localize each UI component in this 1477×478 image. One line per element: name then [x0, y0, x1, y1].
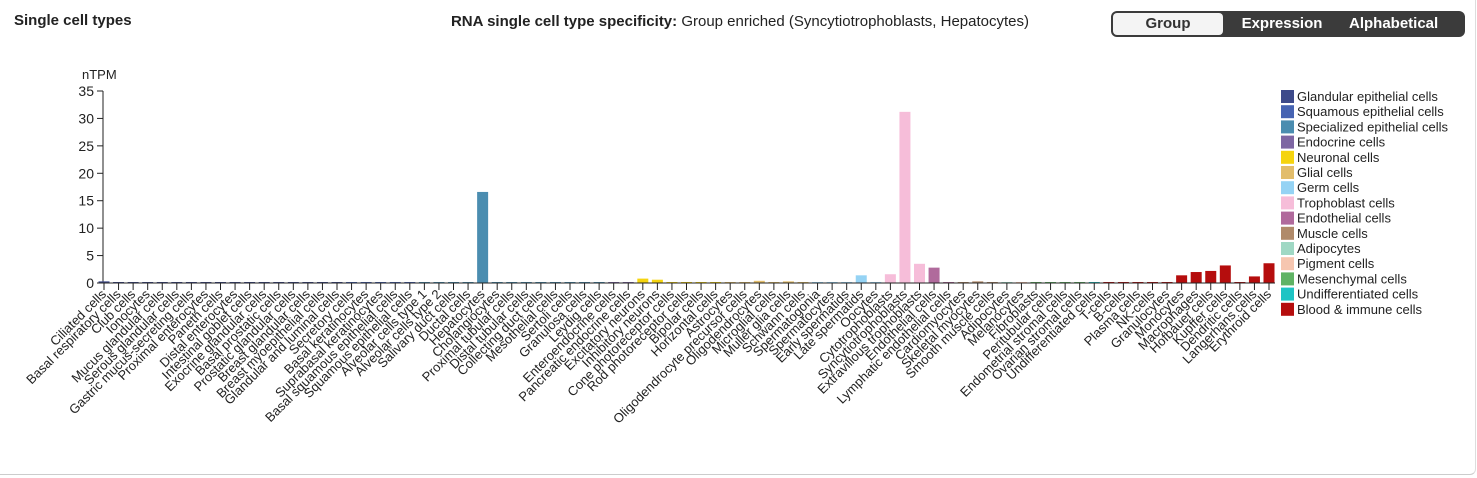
bar[interactable]	[782, 281, 794, 283]
toggle-expression-button[interactable]: Expression	[1241, 15, 1323, 32]
y-tick-label: 15	[78, 193, 94, 209]
bar[interactable]	[753, 280, 765, 283]
bar[interactable]	[855, 275, 867, 283]
y-tick-label: 30	[78, 110, 94, 126]
y-tick-label: 10	[78, 220, 94, 236]
legend-item[interactable]: Trophoblast cells	[1297, 195, 1395, 210]
bar[interactable]	[1219, 265, 1231, 283]
bar[interactable]	[1263, 263, 1275, 283]
bar[interactable]	[972, 281, 984, 283]
legend-item[interactable]: Glial cells	[1297, 165, 1353, 180]
bar[interactable]	[1176, 275, 1188, 283]
toggle-alphabetical-button[interactable]: Alphabetical	[1349, 15, 1439, 32]
panel-title: Single cell types	[14, 12, 132, 29]
bar[interactable]	[637, 278, 649, 283]
legend-item[interactable]: Glandular epithelial cells	[1297, 89, 1438, 104]
bar[interactable]	[651, 279, 663, 283]
sort-toggle: Group Expression Alphabetical	[1111, 11, 1465, 37]
y-tick-label: 5	[86, 248, 94, 264]
bar[interactable]	[928, 267, 940, 283]
legend-swatch	[1281, 226, 1294, 240]
legend-item[interactable]: Endocrine cells	[1297, 135, 1386, 150]
y-axis: nTPM 0 5 10 15 20 25 30 35	[78, 67, 116, 291]
bar[interactable]	[914, 263, 925, 283]
legend-item[interactable]: Endothelial cells	[1297, 211, 1391, 226]
bar[interactable]	[884, 274, 896, 283]
legend-item[interactable]: Specialized epithelial cells	[1297, 119, 1449, 134]
legend-swatch	[1281, 166, 1294, 179]
legend-swatch	[1281, 150, 1294, 164]
legend-swatch	[1281, 257, 1294, 271]
legend-swatch	[1281, 272, 1294, 286]
bar[interactable]	[98, 281, 110, 283]
legend-swatch	[1281, 105, 1294, 119]
bar[interactable]	[1248, 276, 1260, 283]
legend-item[interactable]: Germ cells	[1297, 180, 1360, 195]
legend-swatch	[1281, 242, 1294, 255]
bar[interactable]	[477, 191, 489, 283]
bar[interactable]	[899, 111, 911, 284]
legend-item[interactable]: Blood & immune cells	[1297, 302, 1422, 317]
bar[interactable]	[1190, 272, 1202, 283]
legend-swatch	[1281, 135, 1294, 149]
legend-swatch	[1281, 181, 1294, 195]
legend-item[interactable]: Undifferentiated cells	[1297, 287, 1419, 302]
legend-item[interactable]: Pigment cells	[1297, 256, 1375, 271]
legend-swatch	[1281, 120, 1294, 134]
y-tick-label: 25	[78, 138, 94, 154]
legend-swatch	[1281, 211, 1294, 225]
legend-item[interactable]: Neuronal cells	[1297, 150, 1380, 165]
bars	[98, 111, 1275, 284]
y-tick-label: 35	[78, 83, 94, 99]
chart-title: RNA single cell type specificity: Group …	[440, 10, 1040, 33]
legend-item[interactable]: Muscle cells	[1297, 226, 1368, 241]
chart-title-label: RNA single cell type specificity:	[450, 13, 678, 30]
legend-swatch	[1281, 196, 1294, 210]
legend-swatch	[1281, 302, 1294, 316]
y-tick-label: 20	[78, 165, 94, 181]
y-axis-label: nTPM	[82, 67, 117, 82]
legend-item[interactable]: Adipocytes	[1297, 241, 1361, 256]
bar[interactable]	[1205, 270, 1217, 283]
legend-swatch	[1281, 287, 1294, 301]
chart-title-value: Group enriched (Syncytiotrophoblasts, He…	[681, 13, 1030, 30]
legend-item[interactable]: Mesenchymal cells	[1297, 271, 1407, 286]
legend-swatch	[1281, 90, 1294, 103]
y-tick-label: 0	[86, 275, 94, 291]
legend-item[interactable]: Squamous epithelial cells	[1297, 104, 1444, 119]
toggle-group-button[interactable]: Group	[1113, 13, 1223, 35]
